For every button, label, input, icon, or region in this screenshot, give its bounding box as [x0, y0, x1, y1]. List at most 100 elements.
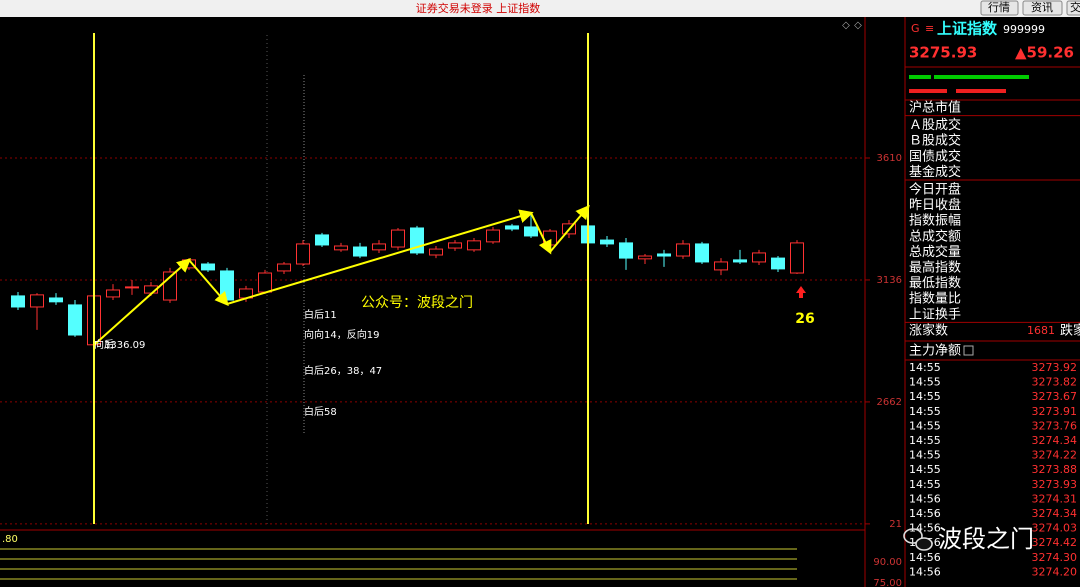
field-label: 今日开盘: [909, 182, 961, 198]
toolbar-icon[interactable]: ◇: [854, 20, 862, 31]
index-code: 999999: [1003, 23, 1045, 36]
tick-price: 3273.88: [1032, 463, 1078, 476]
candle-body: [524, 226, 538, 237]
tab-label[interactable]: 行情: [988, 1, 1010, 14]
tick-price: 3274.42: [1032, 536, 1078, 549]
tick-time: 14:56: [909, 492, 941, 505]
tick-time: 14:55: [909, 478, 941, 491]
tab-label[interactable]: 资讯: [1031, 1, 1053, 14]
annotation: 白后11: [304, 308, 337, 321]
candle-body: [619, 242, 633, 259]
flag: G: [911, 22, 920, 35]
tick-price: 3274.03: [1032, 522, 1078, 535]
candle-body: [657, 253, 671, 257]
candle-body: [467, 240, 481, 251]
candle-body: [201, 263, 215, 271]
change: ▲59.26: [1015, 44, 1074, 62]
tick-price: 3274.34: [1032, 507, 1078, 520]
candle-body: [106, 289, 120, 298]
menu-icon[interactable]: ≡: [925, 22, 934, 35]
wave-line: [93, 258, 192, 346]
candle-body: [11, 295, 25, 308]
annotation: 3336.09: [104, 340, 145, 351]
tick-price: 3274.22: [1032, 449, 1078, 462]
annotation: 向后: [94, 338, 114, 351]
candle-body: [771, 257, 785, 270]
candle-body: [752, 252, 766, 263]
tick-price: 3273.76: [1032, 419, 1078, 432]
field-label: 跌家: [1060, 323, 1080, 339]
wechat-watermark: 波段之门: [903, 525, 1034, 553]
wave-line: [188, 259, 229, 307]
toolbar-icon[interactable]: ◇: [842, 20, 850, 31]
field-label: 昨日收盘: [909, 197, 961, 213]
field-label: Ａ股成交: [909, 117, 961, 133]
field-label: 总成交量: [909, 244, 961, 260]
candle-body: [790, 242, 804, 274]
y-tick-label: 2662: [877, 397, 902, 408]
field-label: 最低指数: [909, 276, 961, 291]
annotation: 白后26，38，47: [304, 364, 382, 377]
tick-time: 14:55: [909, 390, 941, 403]
candle-body: [296, 243, 310, 265]
candle-body: [448, 242, 462, 249]
tick-time: 14:55: [909, 449, 941, 462]
candle-body: [733, 259, 747, 263]
y-tick-label: 21: [889, 519, 902, 530]
tick-time: 14:56: [909, 565, 941, 578]
wave-line: [549, 204, 590, 253]
tick-price: 3273.82: [1032, 376, 1078, 389]
indicator-label: .80: [2, 534, 18, 545]
candle-body: [315, 234, 329, 246]
tick-price: 3273.92: [1032, 361, 1078, 374]
up-arrow: [796, 286, 806, 298]
price: 3275.93: [909, 44, 977, 62]
candle-body: [695, 243, 709, 263]
y-tick-label: 3610: [877, 153, 902, 164]
candle-body: [372, 243, 386, 251]
indicator-axis-label: 75.00: [873, 578, 902, 587]
indicator-axis-label: 90.00: [873, 557, 902, 568]
tab-button[interactable]: [1022, 0, 1063, 16]
volume-bar: [909, 89, 947, 93]
candle-body: [429, 248, 443, 256]
candle-body: [638, 255, 652, 260]
volume-bar: [956, 89, 1006, 93]
tab-button[interactable]: [980, 0, 1019, 16]
tick-price: 3273.67: [1032, 390, 1078, 403]
candle-body: [68, 304, 82, 336]
field-label: 总成交额: [909, 228, 961, 244]
volume-bar: [934, 75, 1029, 79]
candle-body: [391, 229, 405, 248]
candle-body: [505, 225, 519, 230]
candle-body: [600, 239, 614, 245]
field-value: 1681: [1027, 324, 1055, 337]
volume-bar: [909, 75, 931, 79]
field-label: 沪总市值: [909, 100, 961, 116]
field-label: 主力净额: [909, 344, 961, 359]
candle-body: [353, 246, 367, 257]
tick-time: 14:55: [909, 434, 941, 447]
tab-label[interactable]: 交: [1070, 0, 1080, 14]
tick-time: 14:56: [909, 507, 941, 520]
tick-time: 14:55: [909, 361, 941, 374]
index-name: 上证指数: [937, 20, 998, 38]
candle-body: [258, 272, 272, 293]
candle-body: [486, 229, 500, 243]
field-label: 指数量比: [909, 292, 961, 307]
tick-time: 14:55: [909, 405, 941, 418]
tick-time: 14:55: [909, 463, 941, 476]
wave-line: [226, 209, 534, 305]
tick-time: 14:55: [909, 376, 941, 389]
wave-line: [530, 212, 552, 255]
tick-price: 3274.31: [1032, 492, 1078, 505]
field-label: 上证换手: [909, 307, 961, 322]
field-label: 涨家数: [909, 323, 948, 339]
tab-button[interactable]: [1066, 0, 1080, 16]
candle-body: [220, 270, 234, 301]
annotation: 向向14，反向19: [304, 328, 379, 341]
tick-price: 3274.30: [1032, 551, 1078, 564]
candle-body: [125, 286, 139, 289]
